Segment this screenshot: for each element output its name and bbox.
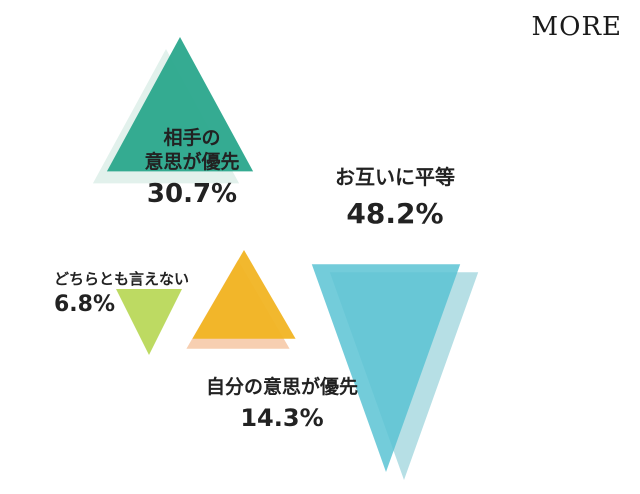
triangle-self-priority bbox=[192, 250, 296, 339]
data-label-self-priority: 自分の意思が優先 14.3% bbox=[152, 376, 412, 433]
category-label-line: 自分の意思が優先 bbox=[205, 376, 358, 398]
data-label-neither: どちらとも言えない 6.8% bbox=[54, 270, 189, 318]
category-label-line: どちらとも言えない bbox=[54, 270, 190, 288]
triangle-neither bbox=[116, 289, 182, 355]
value-label: 14.3% bbox=[240, 403, 324, 432]
category-label-line: 意思が優先 bbox=[144, 150, 240, 173]
triangle-partner-priority bbox=[106, 37, 254, 172]
value-label: 48.2% bbox=[346, 197, 444, 230]
data-label-equal: お互いに平等 48.2% bbox=[300, 165, 490, 231]
data-label-partner-priority: 相手の 意思が優先 30.7% bbox=[122, 127, 262, 210]
value-label: 6.8% bbox=[54, 291, 116, 317]
category-label-line: 相手の bbox=[163, 127, 221, 149]
triangle-marks bbox=[106, 37, 461, 472]
category-label-line: お互いに平等 bbox=[335, 165, 455, 189]
value-label: 30.7% bbox=[146, 178, 238, 209]
brand-logo: MORE bbox=[531, 12, 622, 42]
triangle-equal bbox=[311, 264, 461, 472]
